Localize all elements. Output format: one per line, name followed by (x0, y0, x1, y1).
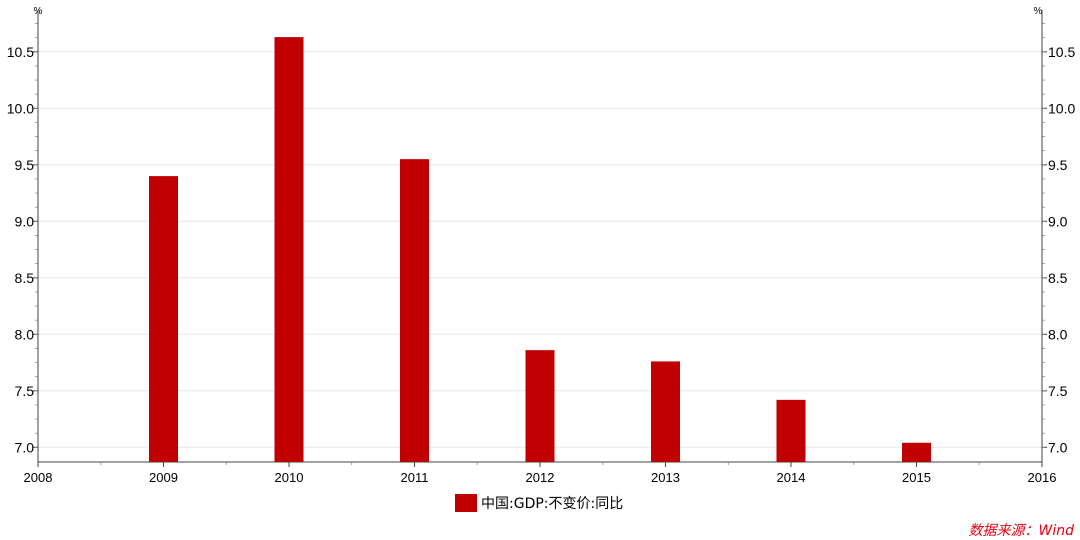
bar (776, 399, 806, 462)
legend-label: 中国:GDP:不变价:同比 (481, 496, 624, 512)
y-tick-label-right: 8.5 (1048, 270, 1068, 286)
bar (400, 159, 429, 462)
legend: 中国:GDP:不变价:同比 (455, 493, 623, 513)
x-tick-label: 2011 (401, 470, 429, 485)
y-tick-label-right: 10.5 (1048, 44, 1075, 60)
legend-swatch (455, 494, 477, 512)
x-tick-label: 2014 (777, 470, 806, 485)
y-tick-label-right: 8.0 (1048, 326, 1068, 342)
x-tick-label: 2013 (651, 470, 680, 485)
y-tick-label-left: 8.5 (15, 270, 35, 286)
y-unit-right: % (1034, 6, 1043, 17)
axes (33, 10, 1047, 467)
y-tick-label-right: 7.0 (1048, 439, 1068, 455)
bar (651, 361, 680, 462)
y-tick-label-left: 9.5 (15, 157, 35, 173)
y-tick-label-left: 10.0 (7, 100, 34, 116)
y-unit-left: % (34, 6, 43, 17)
x-tick-label: 2008 (24, 470, 53, 485)
bar (149, 176, 178, 463)
data-source: 数据来源：Wind (968, 523, 1075, 539)
x-tick-label: 2016 (1028, 470, 1057, 485)
tick-labels: 7.0 7.0 7.5 7.5 8.0 8.0 8.5 8.5 9.0 9.0 9.5 9.5 10.0… (7, 6, 1076, 485)
x-tick-label: 2010 (275, 470, 304, 485)
x-tick-label: 2015 (902, 470, 931, 485)
y-tick-label-left: 7.0 (15, 439, 35, 455)
x-tick-label: 2009 (149, 470, 178, 485)
grid-lines (38, 51, 1042, 448)
y-tick-label-left: 8.0 (15, 326, 35, 342)
bar (274, 37, 304, 463)
y-tick-label-left: 10.5 (7, 44, 34, 60)
y-tick-label-right: 10.0 (1048, 100, 1075, 116)
y-tick-label-right: 9.0 (1048, 213, 1068, 229)
y-tick-label-left: 9.0 (15, 213, 35, 229)
x-tick-label: 2012 (526, 470, 555, 485)
y-tick-label-right: 9.5 (1048, 157, 1068, 173)
bars (149, 37, 931, 463)
y-tick-label-right: 7.5 (1048, 383, 1068, 399)
bar (902, 442, 931, 462)
bar (525, 350, 555, 462)
y-tick-label-left: 7.5 (15, 383, 35, 399)
